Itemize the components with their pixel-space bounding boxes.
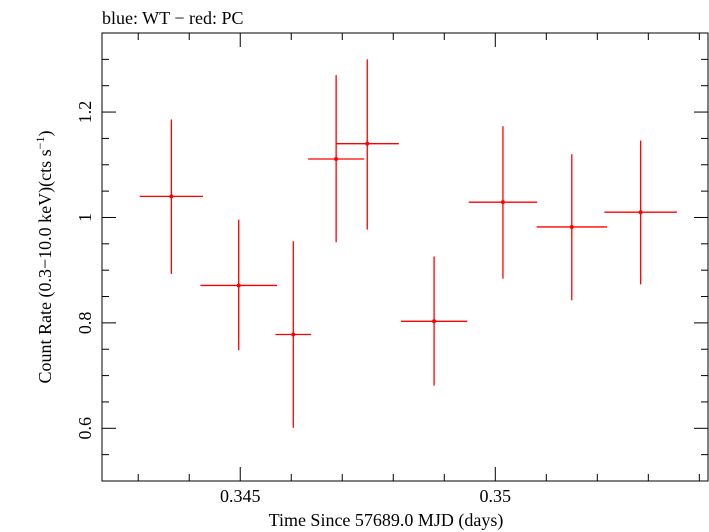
y-tick-label: 0.6	[75, 417, 95, 440]
point-marker	[500, 200, 505, 205]
y-axis-label-end: )	[35, 131, 56, 137]
x-tick-label: 0.345	[220, 486, 261, 506]
point-marker	[432, 319, 437, 324]
x-axis: 0.345 0.35	[137, 33, 700, 506]
data-point	[335, 59, 399, 230]
point-marker	[569, 224, 574, 229]
data-point	[139, 119, 203, 274]
x-tick-label: 0.35	[480, 486, 512, 506]
data-point	[308, 75, 365, 243]
point-marker	[291, 332, 296, 337]
data-point	[604, 140, 677, 285]
y-axis-label: Count Rate (0.3−10.0 keV)(cts s−1)	[33, 131, 56, 384]
y-tick-label: 1	[75, 213, 95, 222]
y-tick-label: 0.8	[75, 312, 95, 335]
x-axis-label: Time Since 57689.0 MJD (days)	[269, 510, 504, 531]
data-point	[275, 241, 312, 428]
point-marker	[236, 283, 241, 288]
y-axis-label-exponent: −1	[33, 137, 47, 150]
chart-title: blue: WT − red: PC	[102, 8, 243, 28]
point-marker	[334, 156, 339, 161]
point-marker	[365, 141, 370, 146]
data-point	[536, 154, 607, 301]
plot-frame	[101, 32, 709, 482]
y-axis-label-main: Count Rate (0.3−10.0 keV)(cts s	[35, 149, 56, 383]
point-marker	[169, 194, 174, 199]
point-marker	[638, 210, 643, 215]
data-point	[200, 219, 277, 351]
y-tick-label: 1.2	[75, 101, 95, 124]
data-point	[400, 256, 468, 386]
data-point	[468, 126, 538, 279]
y-axis: 0.6 0.8 1 1.2	[75, 32, 708, 482]
data-series	[139, 59, 677, 428]
